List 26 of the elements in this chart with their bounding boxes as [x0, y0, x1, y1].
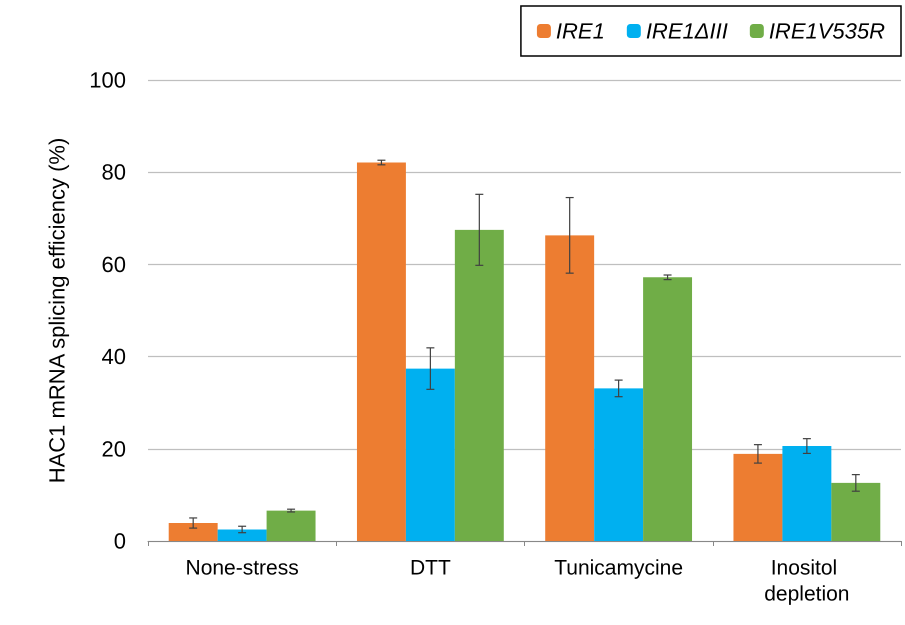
y-tick-label: 40 [102, 344, 126, 370]
legend-label: IRE1ΔIII [646, 18, 728, 44]
bar [454, 230, 504, 541]
x-tick-label: None-stress [186, 556, 299, 580]
bar [266, 510, 316, 541]
bar [406, 368, 455, 541]
x-tick-label: Tunicamycine [554, 556, 684, 580]
legend-label: IRE1V535R [768, 18, 886, 44]
legend-label: IRE1 [556, 18, 605, 44]
bar [545, 235, 594, 541]
bar [594, 388, 644, 541]
bar [168, 523, 218, 541]
bar [831, 482, 880, 541]
bar [733, 454, 782, 541]
bar [782, 446, 832, 541]
bar [356, 162, 406, 541]
bar [643, 277, 692, 541]
y-axis-title: HAC1 mRNA splicing efficiency (%) [44, 138, 70, 484]
y-tick-label: 80 [102, 160, 126, 185]
y-tick-label: 60 [102, 252, 126, 277]
y-tick-label: 0 [114, 528, 126, 554]
y-tick-label: 20 [102, 436, 126, 462]
bar [218, 529, 267, 541]
x-tick-label: DTT [410, 556, 451, 580]
x-tick-label: Inositol depletion [764, 556, 850, 606]
y-tick-label: 100 [89, 68, 126, 92]
